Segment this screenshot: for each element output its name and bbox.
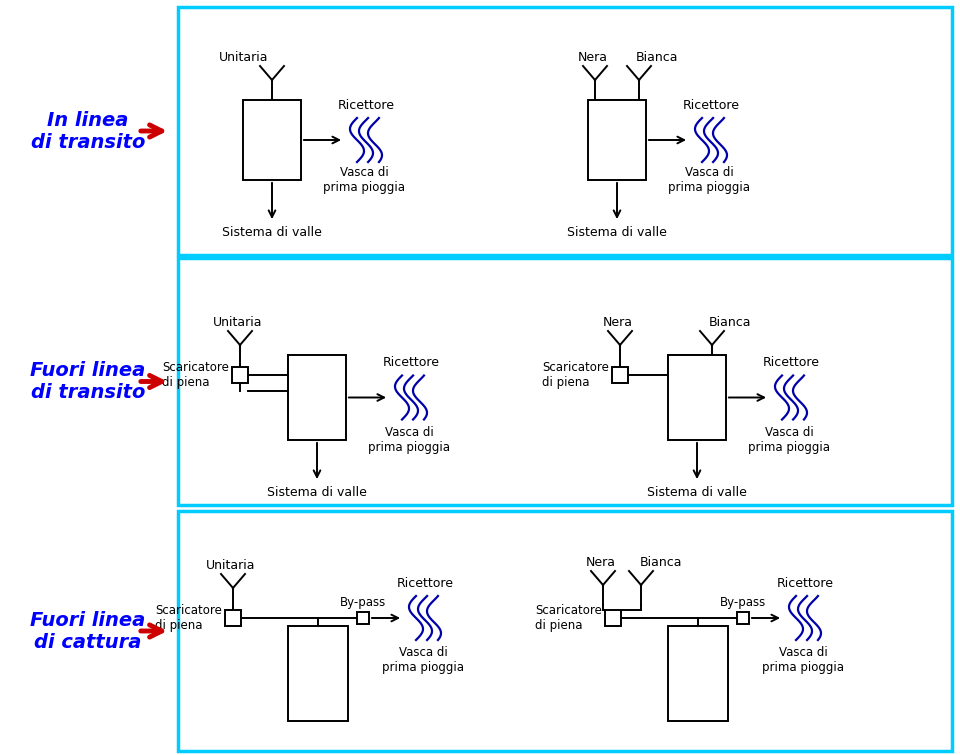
- Text: Vasca di
prima pioggia: Vasca di prima pioggia: [762, 646, 844, 674]
- Text: Fuori linea
di cattura: Fuori linea di cattura: [31, 611, 146, 652]
- Text: Scaricatore
di piena: Scaricatore di piena: [542, 361, 609, 389]
- Text: Ricettore: Ricettore: [396, 577, 453, 590]
- Text: Vasca di
prima pioggia: Vasca di prima pioggia: [323, 166, 405, 194]
- Text: Bianca: Bianca: [708, 316, 752, 329]
- Bar: [737, 612, 749, 624]
- Text: Unitaria: Unitaria: [213, 316, 263, 329]
- Text: Nera: Nera: [603, 316, 633, 329]
- Bar: [178, 7, 952, 255]
- Text: Fuori linea
di transito: Fuori linea di transito: [31, 361, 146, 402]
- Text: Sistema di valle: Sistema di valle: [647, 486, 747, 499]
- Bar: [288, 355, 346, 440]
- Text: Nera: Nera: [586, 556, 616, 569]
- Text: Ricettore: Ricettore: [777, 577, 833, 590]
- Bar: [288, 626, 348, 721]
- Text: Unitaria: Unitaria: [219, 51, 269, 64]
- Text: Scaricatore
di piena: Scaricatore di piena: [156, 604, 222, 632]
- Text: Ricettore: Ricettore: [382, 356, 440, 369]
- Bar: [232, 367, 248, 383]
- Bar: [668, 626, 728, 721]
- Bar: [178, 258, 952, 505]
- Text: Ricettore: Ricettore: [683, 99, 739, 112]
- Bar: [612, 367, 628, 383]
- Text: Sistema di valle: Sistema di valle: [567, 226, 667, 239]
- Text: Sistema di valle: Sistema di valle: [267, 486, 367, 499]
- Text: Nera: Nera: [578, 51, 608, 64]
- Bar: [605, 610, 621, 626]
- Bar: [225, 610, 241, 626]
- Bar: [668, 355, 726, 440]
- Text: Unitaria: Unitaria: [206, 559, 255, 572]
- Text: Ricettore: Ricettore: [762, 356, 820, 369]
- Text: Scaricatore
di piena: Scaricatore di piena: [162, 361, 229, 389]
- Bar: [588, 100, 646, 180]
- Bar: [357, 612, 369, 624]
- Bar: [243, 100, 301, 180]
- Text: Bianca: Bianca: [639, 556, 683, 569]
- Text: In linea
di transito: In linea di transito: [31, 110, 145, 152]
- Text: By-pass: By-pass: [720, 596, 766, 609]
- Text: Vasca di
prima pioggia: Vasca di prima pioggia: [382, 646, 464, 674]
- Text: Vasca di
prima pioggia: Vasca di prima pioggia: [668, 166, 750, 194]
- Bar: [178, 511, 952, 751]
- Text: By-pass: By-pass: [340, 596, 386, 609]
- Text: Vasca di
prima pioggia: Vasca di prima pioggia: [748, 426, 830, 454]
- Text: Ricettore: Ricettore: [338, 99, 395, 112]
- Text: Bianca: Bianca: [636, 51, 679, 64]
- Text: Vasca di
prima pioggia: Vasca di prima pioggia: [368, 426, 450, 454]
- Text: Scaricatore
di piena: Scaricatore di piena: [535, 604, 602, 632]
- Text: Sistema di valle: Sistema di valle: [222, 226, 322, 239]
